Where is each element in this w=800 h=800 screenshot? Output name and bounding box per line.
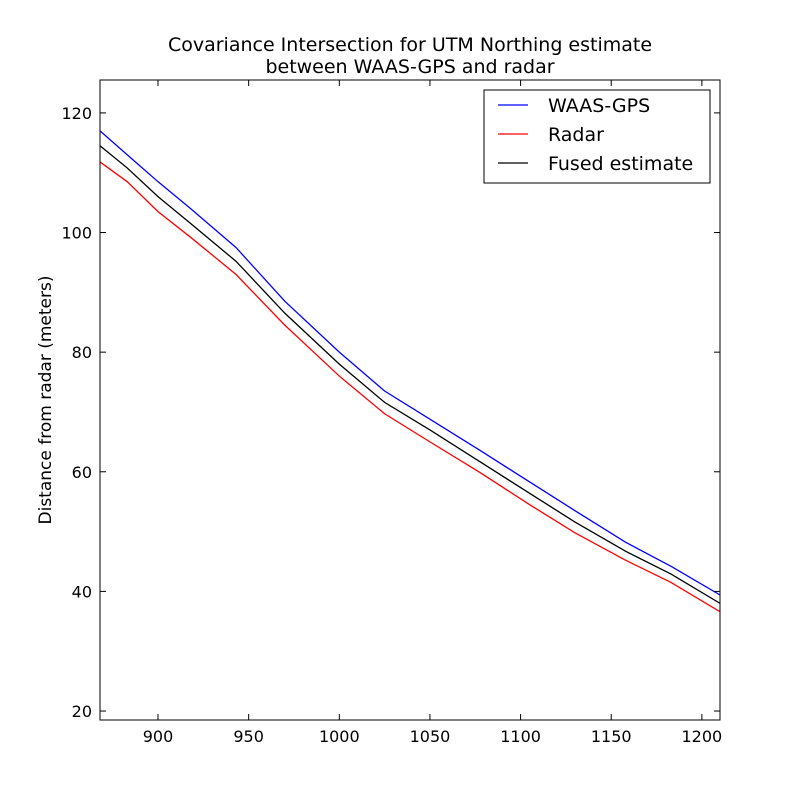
series-line-fused-estimate — [100, 145, 720, 604]
y-tick-label: 20 — [72, 702, 92, 721]
x-tick-label: 1000 — [319, 727, 360, 746]
x-tick-label: 1200 — [682, 727, 723, 746]
legend: WAAS-GPS Radar Fused estimate — [483, 89, 711, 184]
chart-title-line-1: Covariance Intersection for UTM Northing… — [168, 34, 652, 56]
x-tick-label: 1050 — [410, 727, 451, 746]
legend-label-waas-gps: WAAS-GPS — [548, 95, 650, 117]
chart-title-line-2: between WAAS-GPS and radar — [265, 56, 554, 78]
plot-area: 900 950 1000 1050 1100 1150 1200 20 40 60 80 100 120 — [61, 79, 723, 746]
y-tick-label: 100 — [61, 224, 92, 243]
y-tick-label: 80 — [72, 343, 92, 362]
y-axis-label: Distance from radar (meters) — [36, 276, 56, 525]
series-line-radar — [100, 161, 720, 613]
x-tick-label: 1100 — [500, 727, 541, 746]
series-line-waas-gps — [100, 130, 720, 596]
y-tick-label: 60 — [72, 463, 92, 482]
legend-label-radar: Radar — [548, 124, 604, 146]
legend-label-fused-estimate: Fused estimate — [548, 153, 693, 175]
x-tick-label: 900 — [143, 727, 174, 746]
x-tick-label: 1150 — [591, 727, 632, 746]
x-tick-label: 950 — [233, 727, 264, 746]
y-tick-label: 40 — [72, 582, 92, 601]
y-tick-label: 120 — [61, 104, 92, 123]
plot-frame — [99, 79, 721, 721]
